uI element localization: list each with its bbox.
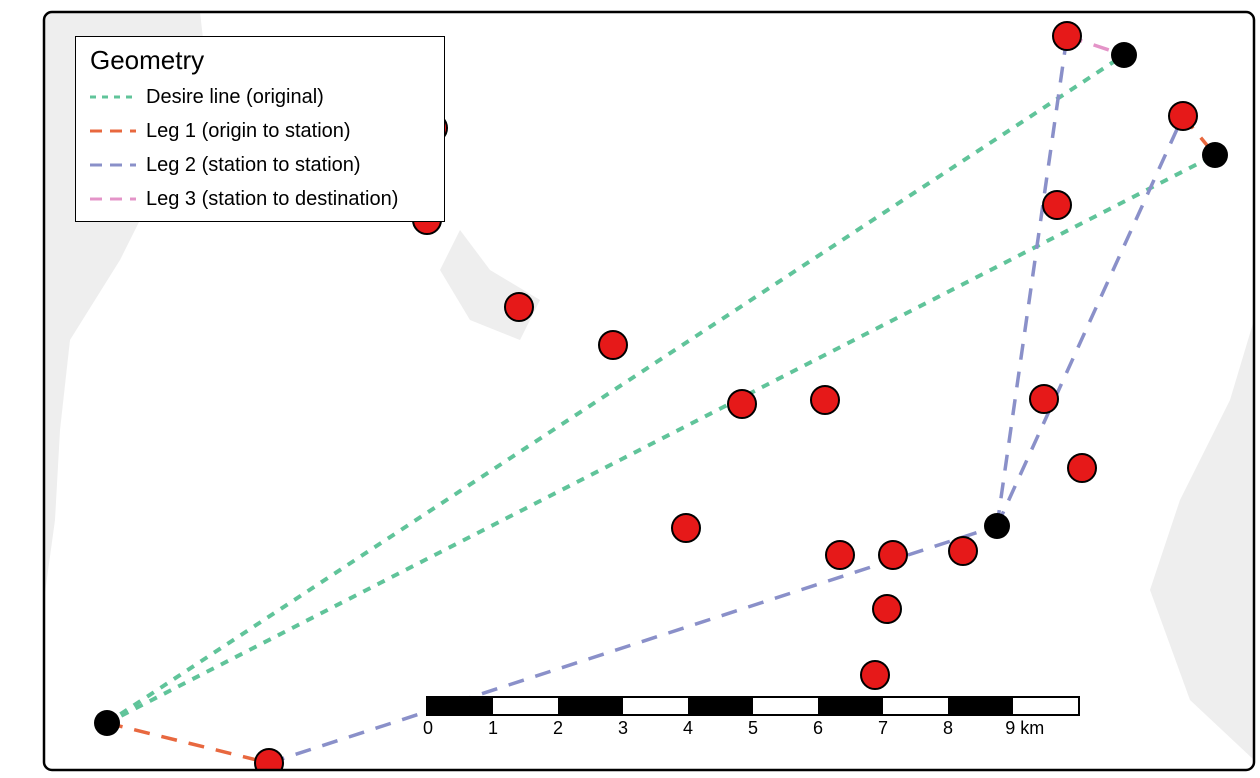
legend-label: Leg 3 (station to destination) [146, 188, 398, 211]
zone-point [811, 386, 839, 414]
station-point [1111, 42, 1137, 68]
zone-point [255, 749, 283, 777]
scalebar-svg [426, 696, 1080, 716]
legend-label: Desire line (original) [146, 86, 324, 109]
zone-point [873, 595, 901, 623]
legend-item: Leg 2 (station to station) [90, 148, 430, 182]
scalebar-segment [948, 698, 1013, 714]
scalebar-segment [428, 698, 493, 714]
zone-point [1068, 454, 1096, 482]
legend-swatch [90, 155, 136, 175]
zone-point [1030, 385, 1058, 413]
scalebar-label: 7 [878, 718, 888, 739]
scalebar-label: 8 [943, 718, 953, 739]
station-point [94, 710, 120, 736]
scalebar-label: 4 [683, 718, 693, 739]
zone-point [826, 541, 854, 569]
legend-box: Geometry Desire line (original) Leg 1 (or… [75, 36, 445, 222]
scalebar-segment [818, 698, 883, 714]
legend-swatch [90, 87, 136, 107]
zone-point [728, 390, 756, 418]
legend-title: Geometry [90, 45, 430, 76]
legend-swatch [90, 121, 136, 141]
zone-point [949, 537, 977, 565]
zone-point [861, 661, 889, 689]
scalebar-label: 5 [748, 718, 758, 739]
scale-bar: 0123456789 km [428, 696, 1078, 738]
scalebar-label: 2 [553, 718, 563, 739]
scalebar-label: 9 km [1005, 718, 1044, 739]
legend-item: Leg 1 (origin to station) [90, 114, 430, 148]
legend-item: Desire line (original) [90, 80, 430, 114]
scalebar-label: 0 [423, 718, 433, 739]
scalebar-segment [558, 698, 623, 714]
scalebar-segment [493, 698, 558, 714]
legend-label: Leg 1 (origin to station) [146, 120, 351, 143]
zone-point [879, 541, 907, 569]
scalebar-segment [623, 698, 688, 714]
scalebar-label: 3 [618, 718, 628, 739]
scalebar-label: 1 [488, 718, 498, 739]
zone-point [505, 293, 533, 321]
zone-point [599, 331, 627, 359]
scalebar-segment [883, 698, 948, 714]
scalebar-segment [1013, 698, 1078, 714]
scalebar-label: 6 [813, 718, 823, 739]
zone-point [1053, 22, 1081, 50]
zone-point [672, 514, 700, 542]
legend-label: Leg 2 (station to station) [146, 154, 361, 177]
scalebar-segment [688, 698, 753, 714]
station-point [1202, 142, 1228, 168]
zone-point [1169, 102, 1197, 130]
scalebar-segment [753, 698, 818, 714]
station-point [984, 513, 1010, 539]
legend-swatch [90, 189, 136, 209]
zone-point [1043, 191, 1071, 219]
legend-item: Leg 3 (station to destination) [90, 182, 430, 216]
